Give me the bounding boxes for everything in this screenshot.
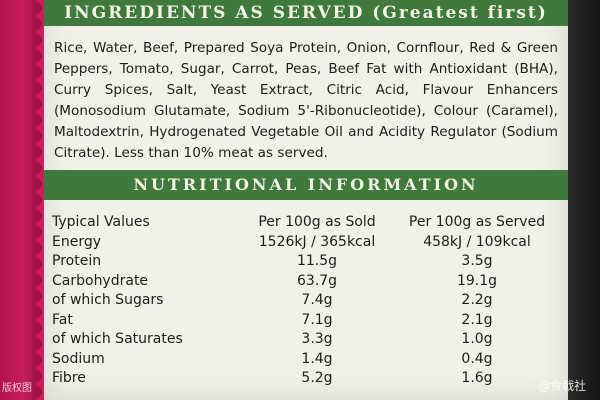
column-header: Per 100g as Sold (258, 214, 376, 230)
value-sold: 11.5g (296, 253, 338, 269)
value-served: 1.0g (461, 331, 493, 347)
table-row: Energy 1526kJ / 365kcal 458kJ / 109kcal (52, 233, 562, 253)
table-row: Carbohydrate 63.7g 19.1g (52, 272, 562, 292)
table-row: Sodium 1.4g 0.4g (52, 350, 562, 370)
table-row: of which Saturates 3.3g 1.0g (52, 330, 562, 350)
nutrient-name: Sodium (52, 350, 105, 367)
value-served: 19.1g (456, 272, 498, 289)
nutrient-name: Energy (52, 233, 102, 250)
nutrient-name: Fibre (52, 370, 86, 386)
table-row: Fat 7.1g 2.1g (52, 311, 562, 331)
nutrition-table: Typical Values Per 100g as Sold Per 100g… (52, 213, 562, 389)
value-served: 2.2g (461, 292, 493, 308)
nutrient-name: Protein (52, 253, 102, 269)
food-label: INGREDIENTS AS SERVED (Greatest first) R… (44, 0, 568, 400)
packaging-edge-right (566, 0, 600, 400)
ingredients-text: Rice, Water, Beef, Prepared Soya Protein… (54, 40, 558, 161)
nutrient-name: of which Sugars (52, 292, 164, 308)
table-row: of which Sugars 7.4g 2.2g (52, 291, 562, 311)
value-sold: 1.4g (301, 350, 333, 367)
value-sold: 3.3g (301, 331, 333, 347)
ingredients-header: INGREDIENTS AS SERVED (Greatest first) (44, 0, 568, 26)
column-header: Typical Values (52, 214, 150, 230)
value-sold: 5.2g (301, 370, 333, 386)
value-sold: 7.1g (301, 311, 333, 328)
nutrition-header: NUTRITIONAL INFORMATION (44, 170, 568, 200)
column-header: Per 100g as Served (408, 214, 546, 230)
nutrient-name: Fat (52, 311, 73, 328)
value-served: 3.5g (461, 253, 493, 269)
table-header-row: Typical Values Per 100g as Sold Per 100g… (52, 213, 562, 233)
table-row: Fibre 5.2g 1.6g (52, 369, 562, 389)
value-served: 458kJ / 109kcal (423, 233, 531, 250)
packaging-edge-left (0, 0, 48, 400)
watermark-right: @食戟社 (537, 379, 586, 393)
value-sold: 63.7g (296, 272, 338, 289)
value-served: 2.1g (461, 311, 493, 328)
table-row: Protein 11.5g 3.5g (52, 252, 562, 272)
watermark-left: 版权图 (2, 383, 32, 394)
nutrient-name: Carbohydrate (52, 272, 149, 289)
value-sold: 7.4g (301, 292, 333, 308)
value-served: 0.4g (461, 350, 493, 367)
value-served: 1.6g (461, 370, 493, 386)
nutrient-name: of which Saturates (52, 331, 183, 347)
value-sold: 1526kJ / 365kcal (258, 233, 376, 250)
